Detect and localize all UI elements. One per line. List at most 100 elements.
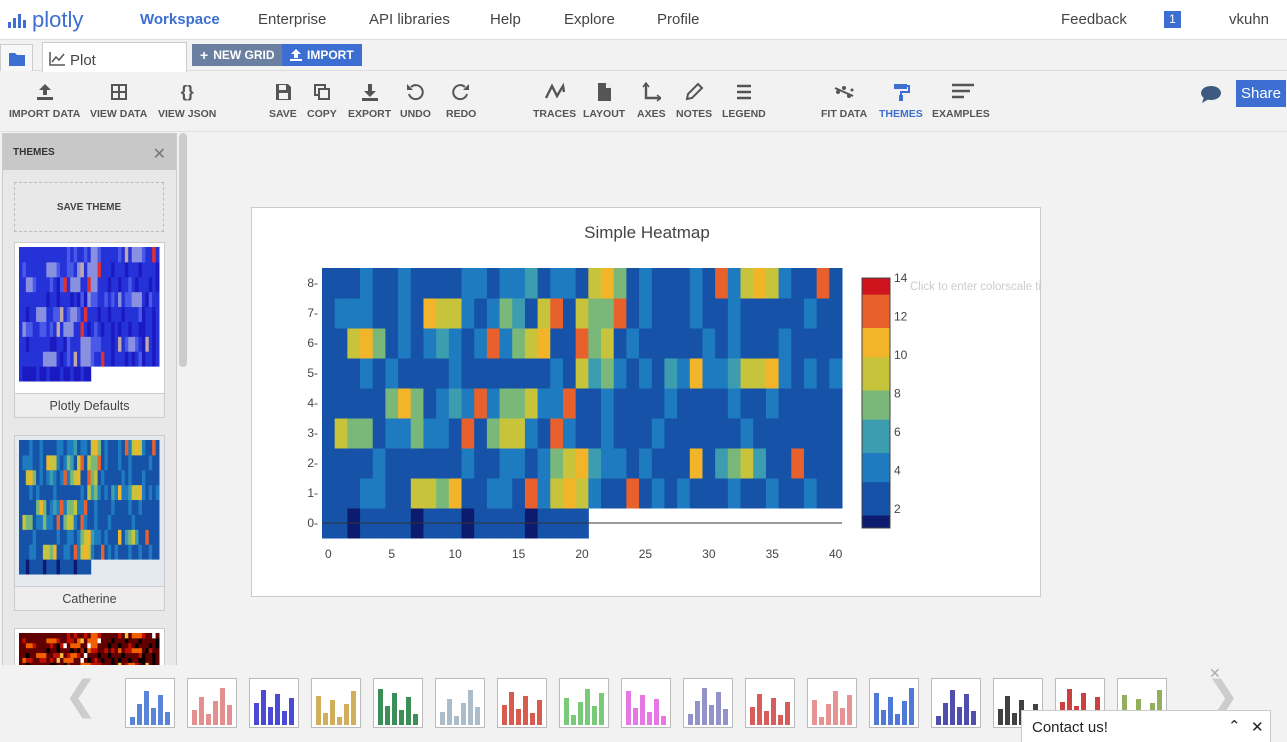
- heatmap-cell[interactable]: [803, 478, 818, 509]
- heatmap-cell[interactable]: [613, 388, 627, 419]
- heatmap-cell[interactable]: [702, 418, 716, 449]
- gallery-thumbnail[interactable]: [559, 678, 609, 728]
- heatmap-cell[interactable]: [372, 418, 386, 449]
- heatmap-cell[interactable]: [385, 328, 399, 359]
- heatmap-cell[interactable]: [423, 358, 437, 389]
- close-icon[interactable]: ✕: [1209, 665, 1221, 681]
- heatmap-cell[interactable]: [537, 418, 551, 449]
- heatmap-cell[interactable]: [360, 388, 374, 419]
- heatmap-cell[interactable]: [803, 388, 818, 419]
- heatmap-cell[interactable]: [372, 448, 386, 479]
- heatmap-cell[interactable]: [398, 418, 412, 449]
- heatmap-cell[interactable]: [727, 418, 742, 449]
- heatmap-cell[interactable]: [689, 418, 703, 449]
- gallery-thumbnail[interactable]: [125, 678, 175, 728]
- heatmap-cell[interactable]: [740, 418, 754, 449]
- heatmap-cell[interactable]: [664, 388, 678, 419]
- heatmap-cell[interactable]: [727, 388, 742, 419]
- heatmap-cell[interactable]: [550, 388, 564, 419]
- heatmap-cell[interactable]: [626, 298, 640, 329]
- heatmap-cell[interactable]: [588, 328, 602, 359]
- heatmap-cell[interactable]: [486, 418, 501, 449]
- heatmap-cell[interactable]: [499, 478, 513, 509]
- heatmap-cell[interactable]: [613, 298, 627, 329]
- heatmap-cell[interactable]: [677, 268, 691, 299]
- heatmap-cell[interactable]: [702, 358, 716, 389]
- redo-button[interactable]: REDO: [446, 82, 476, 120]
- heatmap-cell[interactable]: [715, 388, 729, 419]
- heatmap-cell[interactable]: [461, 298, 475, 329]
- heatmap-cell[interactable]: [524, 448, 539, 479]
- heatmap-cell[interactable]: [524, 328, 539, 359]
- heatmap-cell[interactable]: [778, 388, 792, 419]
- heatmap-cell[interactable]: [512, 448, 526, 479]
- heatmap-cell[interactable]: [740, 448, 754, 479]
- nav-feedback[interactable]: Feedback: [1061, 11, 1127, 28]
- heatmap-cell[interactable]: [575, 268, 589, 299]
- copy-button[interactable]: COPY: [307, 82, 337, 120]
- heatmap-cell[interactable]: [601, 298, 615, 329]
- heatmap-cell[interactable]: [765, 388, 780, 419]
- fit-data-button[interactable]: FIT DATA: [821, 82, 867, 120]
- heatmap-cell[interactable]: [575, 328, 589, 359]
- heatmap-cell[interactable]: [398, 358, 412, 389]
- gallery-thumbnail[interactable]: [683, 678, 733, 728]
- heatmap-cell[interactable]: [829, 448, 843, 479]
- heatmap-cell[interactable]: [499, 328, 513, 359]
- import-data-button[interactable]: IMPORT DATA: [9, 82, 80, 120]
- heatmap-cell[interactable]: [753, 388, 767, 419]
- heatmap-cell[interactable]: [791, 418, 805, 449]
- gallery-thumbnail[interactable]: [311, 678, 361, 728]
- theme-card-catherine[interactable]: Catherine: [14, 435, 165, 611]
- heatmap-cell[interactable]: [423, 478, 437, 509]
- heatmap-cell[interactable]: [727, 358, 742, 389]
- heatmap-cell[interactable]: [651, 478, 665, 509]
- heatmap-cell[interactable]: [829, 328, 843, 359]
- heatmap-cell[interactable]: [791, 298, 805, 329]
- heatmap-cell[interactable]: [677, 298, 691, 329]
- heatmap-cell[interactable]: [499, 448, 513, 479]
- heatmap-cell[interactable]: [575, 478, 589, 509]
- heatmap-cell[interactable]: [613, 478, 627, 509]
- heatmap-cell[interactable]: [334, 298, 348, 329]
- heatmap-cell[interactable]: [639, 478, 653, 509]
- view-json-button[interactable]: {} VIEW JSON: [158, 82, 216, 120]
- heatmap-cell[interactable]: [410, 298, 424, 329]
- heatmap-cell[interactable]: [398, 478, 412, 509]
- heatmap-cell[interactable]: [512, 268, 526, 299]
- undo-button[interactable]: UNDO: [400, 82, 431, 120]
- heatmap-cell[interactable]: [601, 478, 615, 509]
- heatmap-cell[interactable]: [322, 298, 336, 329]
- heatmap-cell[interactable]: [436, 418, 450, 449]
- heatmap-cell[interactable]: [651, 418, 665, 449]
- heatmap-cell[interactable]: [664, 418, 678, 449]
- heatmap-cell[interactable]: [486, 388, 501, 419]
- heatmap-cell[interactable]: [702, 298, 716, 329]
- nav-help[interactable]: Help: [490, 11, 521, 28]
- heatmap-cell[interactable]: [524, 268, 539, 299]
- heatmap-cell[interactable]: [677, 358, 691, 389]
- heatmap-cell[interactable]: [765, 478, 780, 509]
- heatmap-cell[interactable]: [753, 298, 767, 329]
- heatmap-cell[interactable]: [778, 448, 792, 479]
- heatmap-cell[interactable]: [360, 268, 374, 299]
- heatmap-cell[interactable]: [448, 358, 463, 389]
- heatmap-cell[interactable]: [626, 328, 640, 359]
- gallery-thumbnail[interactable]: [621, 678, 671, 728]
- heatmap-cell[interactable]: [702, 328, 716, 359]
- heatmap-cell[interactable]: [398, 388, 412, 419]
- heatmap-cell[interactable]: [347, 298, 361, 329]
- heatmap-cell[interactable]: [550, 328, 564, 359]
- heatmap-cell[interactable]: [524, 388, 539, 419]
- gallery-thumbnail[interactable]: [249, 678, 299, 728]
- heatmap-cell[interactable]: [689, 388, 703, 419]
- nav-workspace[interactable]: Workspace: [140, 11, 220, 28]
- heatmap-cell[interactable]: [626, 478, 640, 509]
- heatmap-cell[interactable]: [385, 418, 399, 449]
- heatmap-cell[interactable]: [765, 358, 780, 389]
- heatmap-cell[interactable]: [322, 358, 336, 389]
- heatmap-cell[interactable]: [613, 448, 627, 479]
- heatmap-cell[interactable]: [677, 388, 691, 419]
- heatmap-cell[interactable]: [550, 358, 564, 389]
- heatmap-cell[interactable]: [689, 478, 703, 509]
